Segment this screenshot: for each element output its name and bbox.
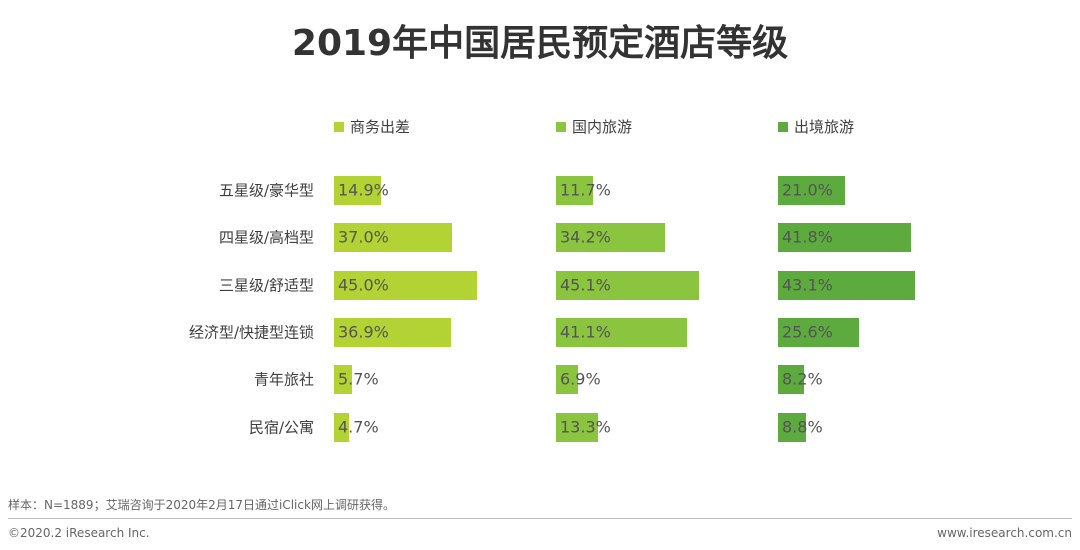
bar — [778, 175, 845, 205]
data-label: 11.7% — [560, 180, 611, 200]
data-label: 4.7% — [338, 417, 379, 437]
bar — [778, 412, 806, 442]
bar — [778, 222, 911, 252]
legend-item: 商务出差 — [334, 116, 410, 137]
category-label: 三星级/舒适型 — [218, 276, 314, 295]
legend-item: 国内旅游 — [556, 116, 632, 137]
bar — [556, 222, 665, 252]
website-link[interactable]: www.iresearch.com.cn — [937, 526, 1072, 540]
data-label: 6.9% — [560, 369, 601, 389]
data-label: 13.3% — [560, 417, 611, 437]
legend-label: 商务出差 — [350, 118, 411, 136]
legend-label: 国内旅游 — [572, 118, 633, 136]
category-label: 青年旅社 — [253, 370, 314, 389]
data-label: 43.1% — [782, 275, 833, 295]
data-label: 14.9% — [338, 180, 389, 200]
data-label: 8.2% — [782, 369, 823, 389]
data-label: 36.9% — [338, 322, 389, 342]
legend-item: 出境旅游 — [778, 116, 854, 137]
data-label: 45.1% — [560, 275, 611, 295]
legend-swatch — [778, 121, 788, 132]
bar — [334, 270, 477, 300]
category-label: 五星级/豪华型 — [218, 181, 314, 200]
legend-swatch — [334, 121, 344, 132]
bar — [778, 317, 860, 347]
category-label: 四星级/高档型 — [218, 228, 314, 247]
bar — [556, 412, 599, 442]
category-label: 民宿/公寓 — [248, 418, 314, 437]
bar — [778, 364, 805, 394]
bar — [334, 412, 349, 442]
category-label: 经济型/快捷型连锁 — [188, 323, 314, 342]
bar — [334, 317, 452, 347]
copyright: ©2020.2 iResearch Inc. — [8, 526, 150, 540]
data-label: 41.8% — [782, 227, 833, 247]
data-label: 21.0% — [782, 180, 833, 200]
data-label: 34.2% — [560, 227, 611, 247]
chart-title: 2019年中国居民预定酒店等级 — [291, 23, 789, 64]
bar — [334, 222, 452, 252]
data-label: 25.6% — [782, 322, 833, 342]
data-label: 8.8% — [782, 417, 823, 437]
legend-swatch — [556, 121, 566, 132]
bar — [556, 175, 594, 205]
sample-note: 样本：N=1889；艾瑞咨询于2020年2月17日通过iClick网上调研获得。 — [8, 498, 395, 512]
bar — [556, 270, 700, 300]
data-label: 5.7% — [338, 369, 379, 389]
data-label: 45.0% — [338, 275, 389, 295]
bar — [778, 270, 915, 300]
legend-label: 出境旅游 — [794, 118, 855, 136]
footer-divider — [8, 518, 1072, 519]
bar — [556, 364, 578, 394]
data-label: 41.1% — [560, 322, 611, 342]
bar — [556, 317, 687, 347]
data-label: 37.0% — [338, 227, 389, 247]
bar — [334, 364, 353, 394]
bar — [334, 175, 382, 205]
